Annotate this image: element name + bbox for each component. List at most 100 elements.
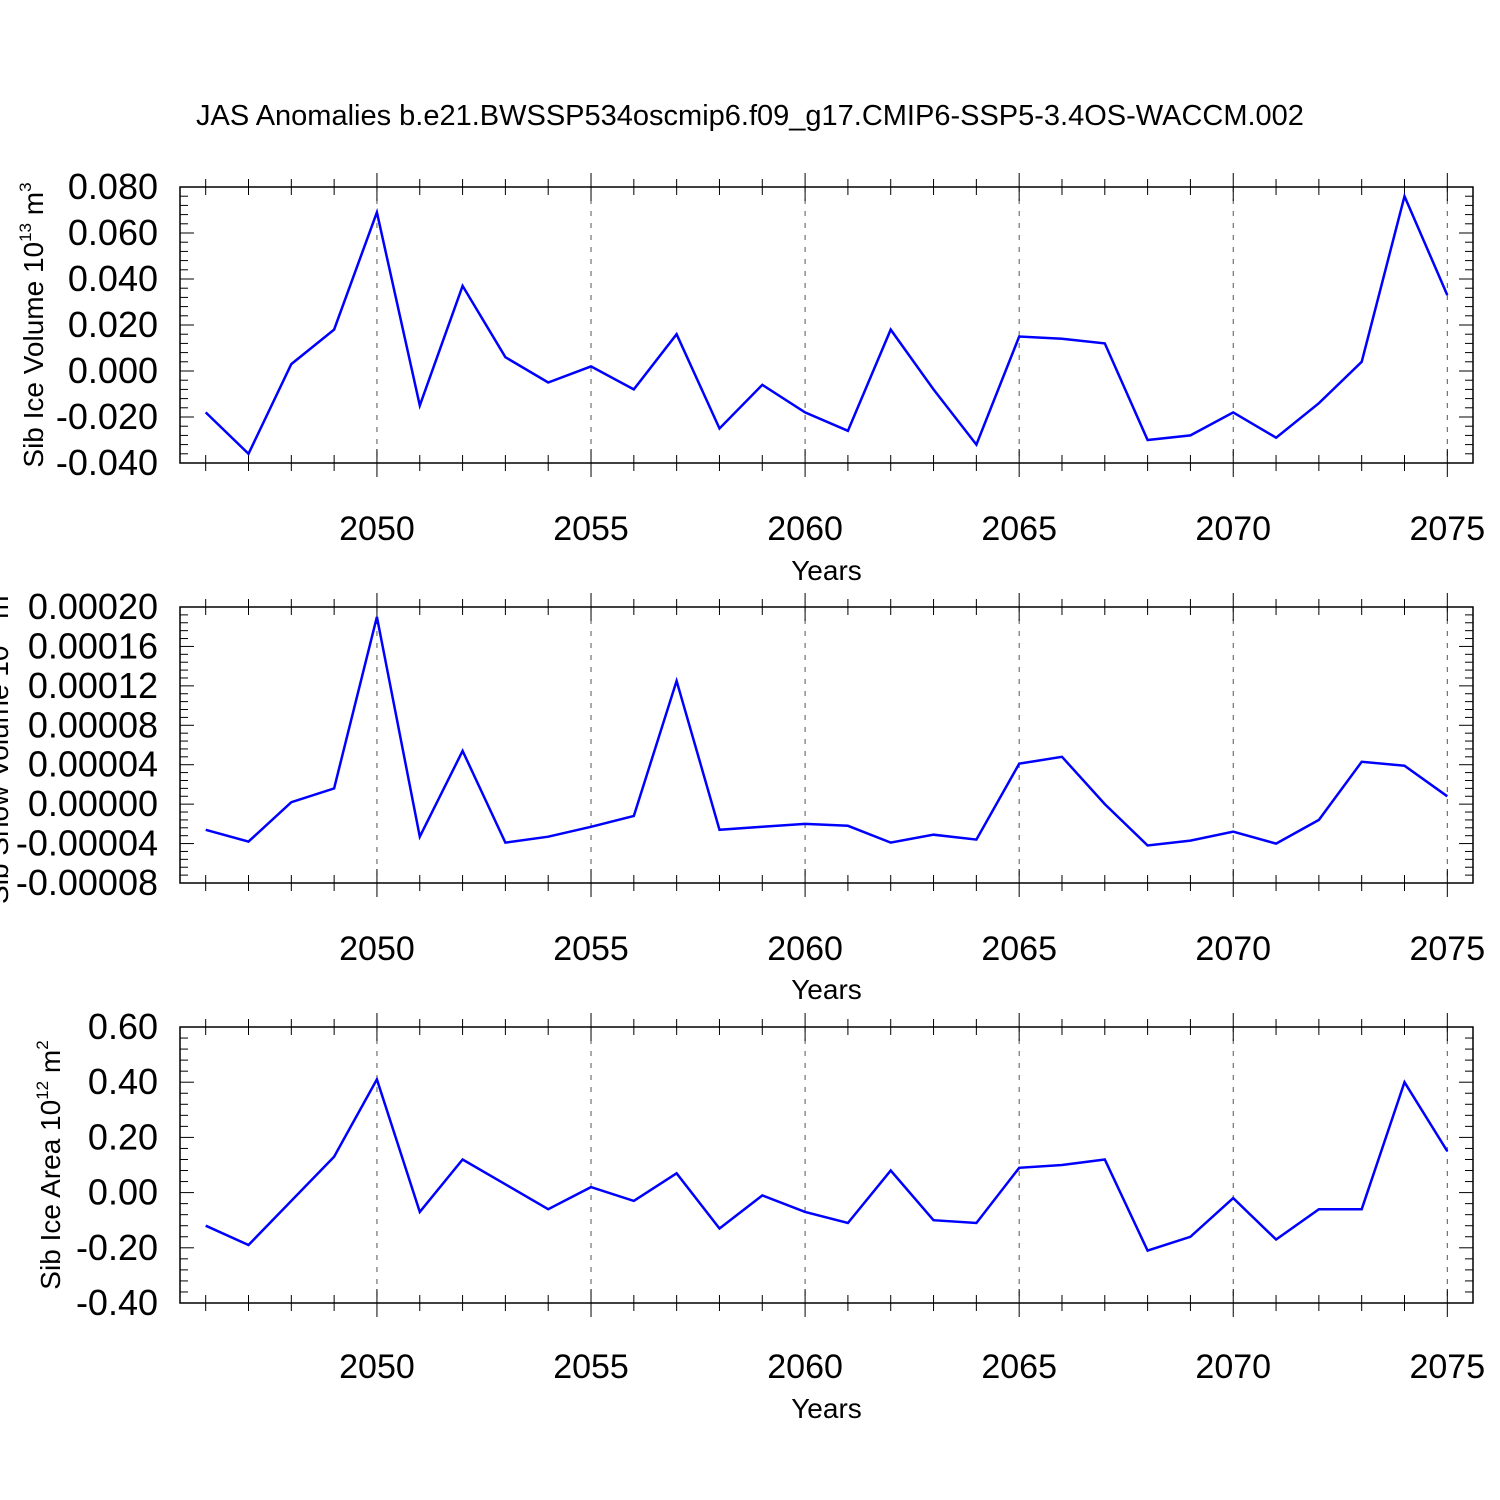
y-tick-label: 0.00 [88, 1172, 158, 1213]
chart-panel-1: -0.040 -0.020 0.000 0.020 0.040 0.060 0.080 205… [16, 166, 1485, 586]
x-tick-label: 2050 [339, 510, 415, 548]
x-axis-title: Years [791, 1393, 862, 1424]
data-point [589, 364, 593, 368]
data-point [503, 355, 507, 359]
y-axis-title: Sib Snow Volume 1013 m3 [0, 586, 14, 904]
data-point [1360, 360, 1364, 364]
plot-frame [179, 1026, 1474, 1304]
data-point [375, 210, 379, 214]
data-point [1231, 410, 1235, 414]
y-tick-label: 0.00008 [28, 704, 158, 745]
y-tick-label: -0.040 [56, 442, 158, 483]
data-point [1274, 436, 1278, 440]
y-tick-label: -0.20 [76, 1227, 158, 1268]
y-tick-label: -0.00004 [16, 823, 158, 864]
data-point [846, 1221, 850, 1225]
data-point [1060, 337, 1064, 341]
data-point [332, 1155, 336, 1159]
y-tick-label: 0.000 [68, 350, 158, 391]
x-axis-title: Years [791, 555, 862, 586]
data-point [1017, 335, 1021, 339]
data-point [974, 838, 978, 842]
chart-panel-3: -0.40 -0.20 0.00 0.20 0.40 0.60 2050 2055 2060 20… [33, 1006, 1485, 1424]
data-point [803, 1210, 807, 1214]
y-tick-label: 0.00020 [28, 586, 158, 627]
x-tick-label: 2060 [767, 510, 843, 548]
data-point [1188, 1235, 1192, 1239]
data-point [1360, 760, 1364, 764]
data-point [503, 1182, 507, 1186]
data-point [974, 1221, 978, 1225]
data-point [1231, 830, 1235, 834]
chart-panel-2: -0.00008-0.000040.000000.000040.000080.0… [0, 586, 1485, 1005]
y-tick-label: 0.020 [68, 304, 158, 345]
data-point [1445, 794, 1449, 798]
data-point [418, 1210, 422, 1214]
data-point [247, 452, 251, 456]
x-axis-title: Years [791, 974, 862, 1005]
data-point [204, 828, 208, 832]
data-point [247, 840, 251, 844]
chart-title: JAS Anomalies b.e21.BWSSP534oscmip6.f09_… [196, 100, 1304, 132]
x-tick-label: 2070 [1195, 1348, 1271, 1386]
data-point [1060, 755, 1064, 759]
data-point [760, 383, 764, 387]
data-point [889, 1169, 893, 1173]
x-tick-label: 2050 [339, 1348, 415, 1386]
data-point [1231, 1196, 1235, 1200]
data-point [675, 1171, 679, 1175]
y-tick-label: 0.00000 [28, 783, 158, 824]
data-point [1146, 438, 1150, 442]
x-tick-label: 2075 [1409, 930, 1485, 968]
data-point [461, 1157, 465, 1161]
chart-panels: -0.040 -0.020 0.000 0.020 0.040 0.060 0.080 205… [0, 166, 1485, 1424]
data-point [589, 825, 593, 829]
data-point [632, 814, 636, 818]
y-tick-label: 0.40 [88, 1061, 158, 1102]
data-point [1274, 842, 1278, 846]
x-tick-label: 2075 [1409, 1348, 1485, 1386]
data-point [803, 822, 807, 826]
x-tick-label: 2060 [767, 930, 843, 968]
data-point [932, 1218, 936, 1222]
data-point [1188, 839, 1192, 843]
x-tick-label: 2060 [767, 1348, 843, 1386]
data-point [1103, 802, 1107, 806]
y-tick-label: 0.040 [68, 258, 158, 299]
data-point [546, 835, 550, 839]
data-point [204, 410, 208, 414]
data-point [803, 410, 807, 414]
x-tick-label: 2055 [553, 1348, 629, 1386]
y-tick-label: -0.00008 [16, 862, 158, 903]
series-line [205, 616, 1449, 847]
y-axis-title: Sib Ice Volume 1013 m3 [16, 182, 49, 467]
y-tick-label: 0.060 [68, 212, 158, 253]
x-tick-label: 2070 [1195, 930, 1271, 968]
y-tick-label: 0.00012 [28, 665, 158, 706]
x-tick-label: 2055 [553, 930, 629, 968]
data-point [974, 443, 978, 447]
data-point [503, 841, 507, 845]
data-point [889, 841, 893, 845]
data-point [204, 1224, 208, 1228]
data-point [760, 825, 764, 829]
data-point [717, 828, 721, 832]
data-point [375, 615, 379, 619]
data-point [1017, 762, 1021, 766]
data-point [1317, 401, 1321, 405]
data-point [1103, 1157, 1107, 1161]
data-point [1445, 1149, 1449, 1153]
series-line [204, 192, 1449, 456]
x-tick-label: 2050 [339, 930, 415, 968]
data-point [289, 1199, 293, 1203]
data-point [1188, 433, 1192, 437]
data-point [289, 362, 293, 366]
data-point [632, 1199, 636, 1203]
series-line [205, 1076, 1449, 1253]
data-point [1146, 1249, 1150, 1253]
data-point [589, 1185, 593, 1189]
data-point [717, 427, 721, 431]
data-point [1402, 764, 1406, 768]
data-point [1402, 1080, 1406, 1084]
data-point [1103, 341, 1107, 345]
